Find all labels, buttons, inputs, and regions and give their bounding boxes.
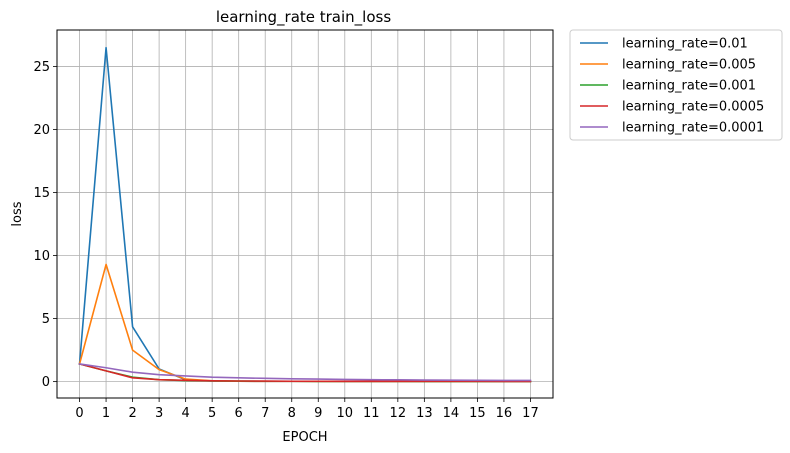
x-tick-label: 17	[522, 406, 539, 421]
legend-frame	[569, 29, 783, 141]
x-axis: 0 1 2 3 4 5 6 7 8 9 10 11 12 13 14 15 16 17	[75, 398, 539, 421]
plot-frame	[56, 29, 554, 399]
x-tick-label: 15	[469, 406, 486, 421]
grid	[57, 30, 553, 398]
series-line-5	[78, 363, 532, 382]
legend-label: learning_rate=0.001	[622, 79, 756, 94]
x-tick-label: 7	[261, 406, 269, 421]
x-tick-label: 9	[314, 406, 322, 421]
x-tick-label: 1	[102, 406, 110, 421]
y-tick-label: 0	[42, 375, 50, 390]
chart-title: learning_rate train_loss	[216, 8, 392, 27]
y-axis-title: loss	[10, 201, 25, 226]
legend-label: learning_rate=0.0005	[622, 100, 764, 115]
x-tick-label: 8	[288, 406, 296, 421]
x-tick-label: 14	[443, 406, 460, 421]
x-tick-label: 0	[75, 406, 83, 421]
series-line-4	[78, 362, 532, 383]
legend-items: learning_rate=0.01 learning_rate=0.005lea…	[580, 37, 764, 136]
x-tick-label: 16	[496, 406, 513, 421]
x-tick-label: 2	[128, 406, 136, 421]
x-tick-label: 13	[416, 406, 433, 421]
x-tick-label: 6	[235, 406, 243, 421]
y-tick-label: 10	[33, 249, 50, 264]
y-tick-label: 5	[42, 312, 50, 327]
legend-label: learning_rate=0.005	[622, 58, 756, 73]
y-tick-label: 15	[33, 186, 50, 201]
y-tick-label: 20	[33, 123, 50, 138]
legend-label: learning_rate=0.0001	[622, 121, 764, 136]
x-tick-label: 5	[208, 406, 216, 421]
series-line-2	[78, 263, 532, 383]
x-axis-title: EPOCH	[282, 430, 327, 445]
x-tick-label: 12	[390, 406, 407, 421]
x-tick-label: 11	[363, 406, 380, 421]
legend: learning_rate=0.01 learning_rate=0.005lea…	[569, 29, 783, 141]
legend-label: learning_rate=0.01	[622, 37, 748, 52]
series-layer	[78, 46, 532, 383]
x-tick-label: 10	[337, 406, 354, 421]
y-axis: 0 5 10 15 20 25	[33, 60, 57, 390]
y-tick-label: 25	[33, 60, 50, 75]
x-tick-label: 4	[182, 406, 190, 421]
series-line-1	[78, 46, 532, 383]
x-tick-label: 3	[155, 406, 163, 421]
